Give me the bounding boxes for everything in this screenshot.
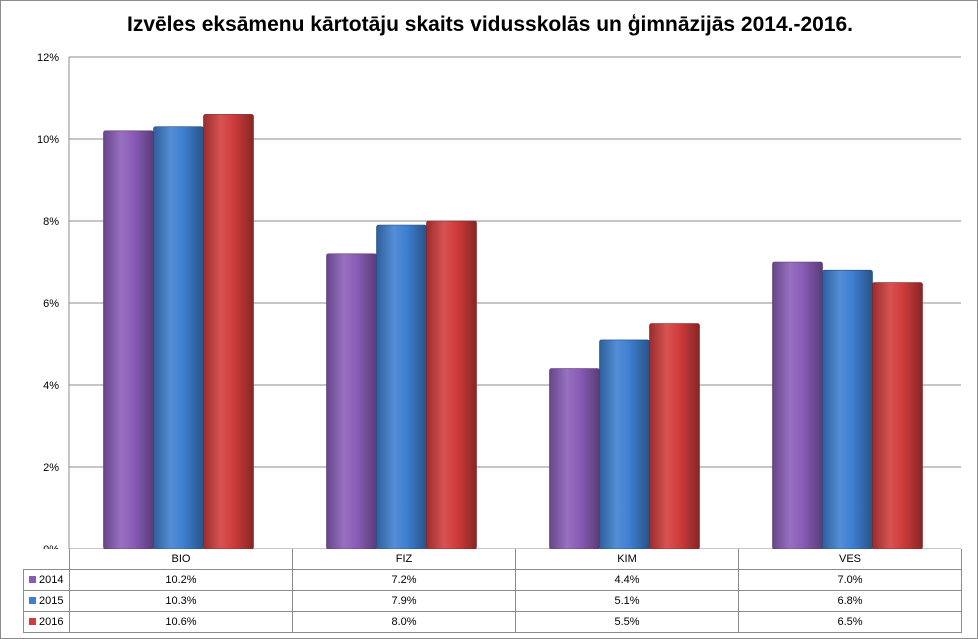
y-tick-label: 10% bbox=[37, 134, 59, 146]
data-table: BIO FIZ KIM VES 2014 10.2% 7.2% 4.4% 7.0% 2015 10.… bbox=[23, 549, 962, 633]
x-tick-label: FIZ bbox=[292, 549, 516, 570]
table-corner bbox=[23, 549, 70, 570]
bar-2014-FIZ bbox=[326, 253, 377, 549]
bar-2015-FIZ bbox=[376, 224, 427, 549]
data-label: 5.1% bbox=[515, 590, 739, 612]
x-tick-label: BIO bbox=[69, 549, 293, 570]
data-label: 10.2% bbox=[69, 569, 293, 591]
bar-chart-plot: 0% 2% 4% 6% 8% 10% 12% bbox=[37, 52, 961, 549]
legend-swatch bbox=[29, 618, 36, 625]
table-row: 2016 10.6% 8.0% 5.5% 6.5% bbox=[23, 611, 962, 633]
data-label: 7.2% bbox=[292, 569, 516, 591]
legend-swatch bbox=[29, 576, 36, 583]
bar-2015-VES bbox=[822, 269, 873, 549]
bar-2015-KIM bbox=[599, 339, 650, 549]
legend-entry-2016: 2016 bbox=[23, 611, 70, 633]
chart-title: Izvēles eksāmenu kārtotāju skaits viduss… bbox=[126, 13, 854, 36]
y-tick-label: 8% bbox=[43, 216, 59, 228]
table-row: 2014 10.2% 7.2% 4.4% 7.0% bbox=[23, 569, 962, 591]
data-label: 6.5% bbox=[738, 611, 962, 633]
data-label: 7.9% bbox=[292, 590, 516, 612]
data-label: 4.4% bbox=[515, 569, 739, 591]
legend-label: 2016 bbox=[39, 616, 64, 628]
legend-entry-2014: 2014 bbox=[23, 569, 70, 591]
data-label: 8.0% bbox=[292, 611, 516, 633]
y-tick-label: 4% bbox=[43, 380, 59, 392]
x-tick-label: VES bbox=[738, 549, 962, 570]
y-tick-label: 2% bbox=[43, 462, 59, 474]
bar-2016-KIM bbox=[649, 323, 700, 549]
bar-2016-FIZ bbox=[426, 220, 477, 549]
y-tick-label: 6% bbox=[43, 298, 59, 310]
bar-2014-BIO bbox=[103, 130, 154, 549]
data-label: 7.0% bbox=[738, 569, 962, 591]
bar-2014-VES bbox=[772, 261, 823, 549]
legend-swatch bbox=[29, 597, 36, 604]
legend-entry-2015: 2015 bbox=[23, 590, 70, 612]
legend-label: 2015 bbox=[39, 595, 64, 607]
x-tick-label: KIM bbox=[515, 549, 739, 570]
table-row: 2015 10.3% 7.9% 5.1% 6.8% bbox=[23, 590, 962, 612]
data-label: 6.8% bbox=[738, 590, 962, 612]
data-label: 10.6% bbox=[69, 611, 293, 633]
bar-2016-BIO bbox=[203, 114, 254, 549]
data-label: 10.3% bbox=[69, 590, 293, 612]
bar-2016-VES bbox=[872, 282, 923, 549]
bar-2015-BIO bbox=[153, 126, 204, 549]
y-tick-label: 12% bbox=[37, 52, 59, 64]
y-tick-label: 0% bbox=[43, 544, 59, 549]
data-label: 5.5% bbox=[515, 611, 739, 633]
legend-label: 2014 bbox=[39, 574, 64, 586]
bar-2014-KIM bbox=[549, 368, 600, 549]
